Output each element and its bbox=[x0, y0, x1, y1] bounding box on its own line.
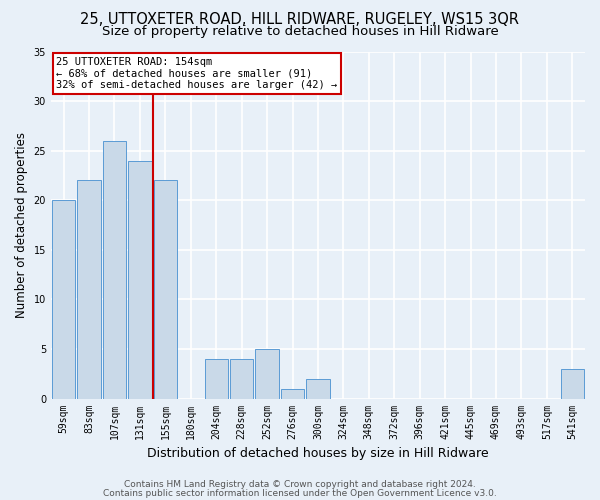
Bar bbox=[306, 378, 329, 398]
Bar bbox=[128, 160, 152, 398]
Bar bbox=[103, 140, 126, 398]
Bar bbox=[154, 180, 177, 398]
Text: 25, UTTOXETER ROAD, HILL RIDWARE, RUGELEY, WS15 3QR: 25, UTTOXETER ROAD, HILL RIDWARE, RUGELE… bbox=[80, 12, 520, 28]
Bar bbox=[230, 359, 253, 399]
Bar bbox=[281, 388, 304, 398]
Bar bbox=[52, 200, 76, 398]
Bar bbox=[205, 359, 228, 399]
Text: 25 UTTOXETER ROAD: 154sqm
← 68% of detached houses are smaller (91)
32% of semi-: 25 UTTOXETER ROAD: 154sqm ← 68% of detac… bbox=[56, 56, 338, 90]
Text: Size of property relative to detached houses in Hill Ridware: Size of property relative to detached ho… bbox=[101, 25, 499, 38]
Text: Contains HM Land Registry data © Crown copyright and database right 2024.: Contains HM Land Registry data © Crown c… bbox=[124, 480, 476, 489]
Bar bbox=[77, 180, 101, 398]
Text: Contains public sector information licensed under the Open Government Licence v3: Contains public sector information licen… bbox=[103, 488, 497, 498]
Bar bbox=[256, 349, 279, 399]
X-axis label: Distribution of detached houses by size in Hill Ridware: Distribution of detached houses by size … bbox=[147, 447, 489, 460]
Bar bbox=[560, 369, 584, 398]
Y-axis label: Number of detached properties: Number of detached properties bbox=[15, 132, 28, 318]
